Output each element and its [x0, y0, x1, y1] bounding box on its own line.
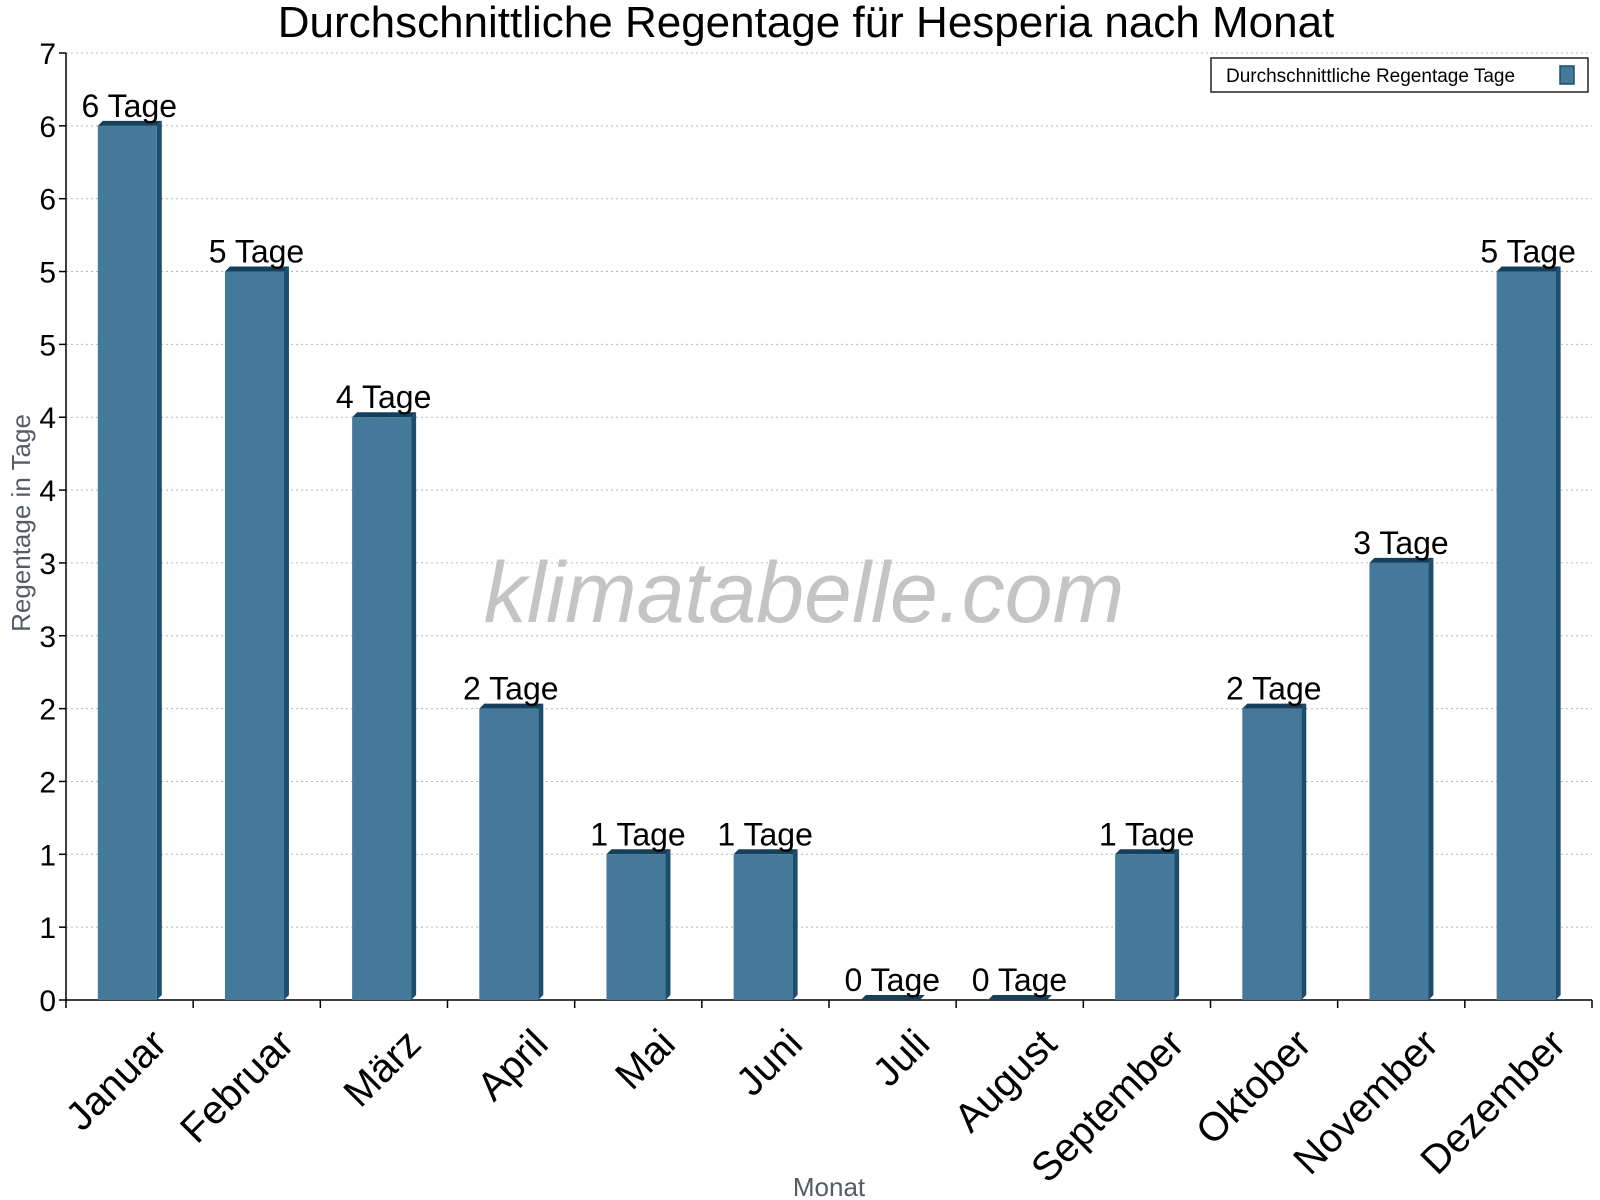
bar-front	[1496, 271, 1556, 1000]
y-tick-label: 6	[39, 184, 56, 217]
bar-märz	[352, 412, 417, 1000]
bar-side	[1428, 557, 1434, 1000]
data-label: 0 Tage	[972, 962, 1068, 998]
bar-dezember	[1496, 266, 1561, 1000]
bar-top	[1369, 557, 1434, 563]
gridlines	[66, 52, 1592, 928]
legend-swatch	[1559, 65, 1575, 85]
data-label: 1 Tage	[1099, 816, 1195, 852]
axes	[59, 52, 1593, 1008]
x-tick-label: Februar	[172, 1021, 302, 1151]
x-tick-label: Mai	[607, 1021, 684, 1098]
legend-box	[1210, 57, 1589, 93]
y-tick-label: 4	[39, 402, 56, 435]
bar-side	[1555, 266, 1561, 1000]
x-tick-label: Januar	[58, 1021, 176, 1139]
bar-front	[606, 854, 666, 1000]
bar-top	[1115, 849, 1180, 855]
data-label: 3 Tage	[1353, 525, 1449, 561]
data-label: 2 Tage	[1226, 671, 1322, 707]
y-tick-label: 2	[39, 694, 56, 727]
y-tick-label: 6	[39, 111, 56, 144]
y-tick-label: 5	[39, 257, 56, 290]
bar-november	[1369, 557, 1434, 1000]
bar-side	[156, 120, 162, 1001]
bar-side	[1174, 849, 1180, 1000]
bar-top	[224, 266, 289, 272]
chart-title: Durchschnittliche Regentage für Hesperia…	[278, 0, 1335, 47]
bar-juli	[860, 995, 925, 1000]
x-axis-title: Monat	[793, 1172, 866, 1200]
y-tick-label: 3	[39, 548, 56, 581]
y-axis-title: Regentage in Tage	[6, 414, 36, 632]
bar-januar	[97, 120, 162, 1001]
data-label: 6 Tage	[82, 88, 178, 124]
y-tick-label: 3	[39, 621, 56, 654]
x-tick-label: März	[336, 1021, 430, 1115]
bar-februar	[224, 266, 289, 1000]
x-tick-label: April	[469, 1021, 557, 1109]
legend-label: Durchschnittliche Regentage Tage	[1226, 66, 1515, 87]
bar-top	[860, 995, 925, 1000]
bar-september	[1115, 849, 1180, 1000]
bar-front	[97, 125, 157, 1001]
bar-side	[411, 412, 417, 1000]
bar-oktober	[1242, 703, 1307, 1000]
bar-august	[987, 995, 1052, 1000]
x-tick-label: Juni	[728, 1021, 811, 1104]
bar-juni	[733, 849, 798, 1000]
y-tick-label: 1	[39, 912, 56, 945]
data-label: 2 Tage	[463, 671, 559, 707]
bar-front	[479, 708, 539, 1000]
bar-front	[224, 271, 284, 1000]
data-label: 0 Tage	[845, 962, 941, 998]
bar-front	[1242, 708, 1302, 1000]
bar-top	[987, 995, 1052, 1000]
bar-mai	[606, 849, 671, 1000]
y-tick-label: 1	[39, 839, 56, 872]
y-tick-label: 5	[39, 329, 56, 362]
bar-top	[479, 703, 544, 709]
bar-front	[1369, 562, 1429, 1000]
bar-april	[479, 703, 544, 1000]
bar-top	[606, 849, 671, 855]
y-tick-label: 7	[39, 38, 56, 71]
y-tick-label: 4	[39, 475, 56, 508]
data-label: 5 Tage	[1480, 234, 1576, 270]
bars	[97, 120, 1561, 1001]
x-tick-label: Juli	[865, 1021, 939, 1095]
data-label: 1 Tage	[590, 816, 686, 852]
bar-side	[665, 849, 671, 1000]
bar-top	[1496, 266, 1561, 272]
bar-side	[283, 266, 289, 1000]
data-label: 1 Tage	[717, 816, 813, 852]
y-tick-label: 0	[39, 985, 56, 1018]
x-tick-label: August	[946, 1021, 1065, 1140]
data-label: 4 Tage	[336, 379, 432, 415]
y-tick-label: 2	[39, 766, 56, 799]
bar-side	[792, 849, 798, 1000]
bar-top	[733, 849, 798, 855]
bar-front	[352, 417, 412, 1000]
data-labels: 6 Tage 5 Tage 4 Tage 2 Tage 1 Tage 1 Tage 0 Ta…	[82, 88, 1576, 998]
bar-front	[733, 854, 793, 1000]
y-tick-labels: 0 1 1 2 2 3 3 4 4 5 5 6 6 7	[39, 38, 56, 1018]
bar-top	[352, 412, 417, 418]
bar-front	[1115, 854, 1175, 1000]
data-label: 5 Tage	[209, 234, 305, 270]
bar-top	[1242, 703, 1307, 709]
x-tick-label: Oktober	[1188, 1021, 1320, 1153]
watermark-text: klimatabelle.com	[484, 545, 1124, 641]
bar-top	[97, 120, 162, 126]
legend: Durchschnittliche Regentage Tage	[1210, 57, 1589, 93]
bar-side	[538, 703, 544, 1000]
bar-side	[1301, 703, 1307, 1000]
